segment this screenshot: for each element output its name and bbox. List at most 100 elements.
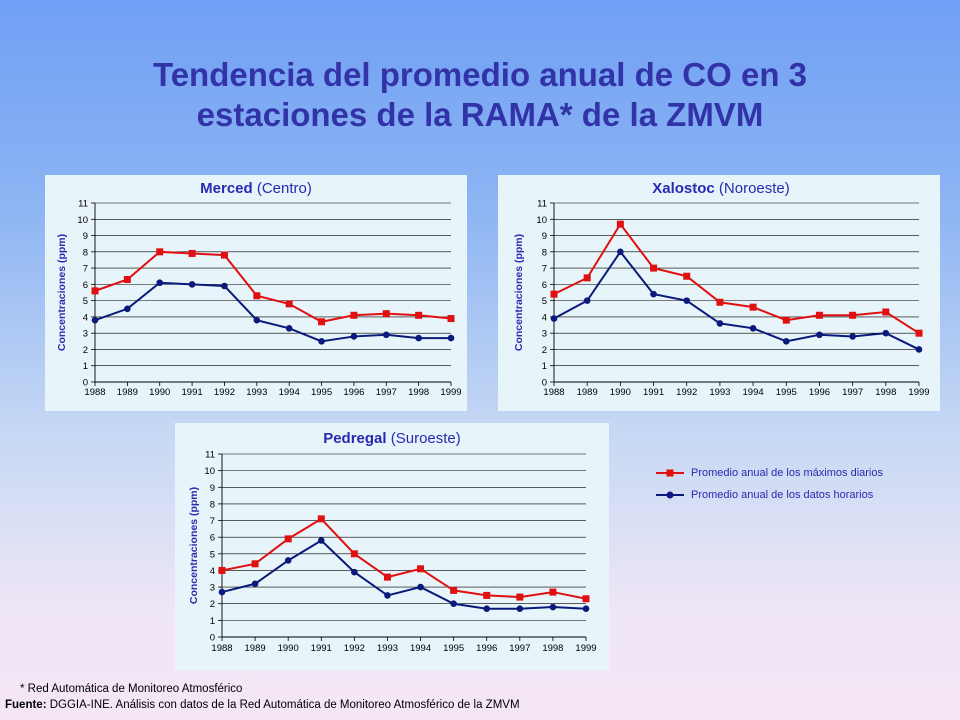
x-tick-label: 1992 [676,387,697,398]
x-tick-label: 1997 [842,387,863,398]
legend-label-avg: Promedio anual de los datos horarios [691,489,874,501]
data-point-avg [384,592,391,599]
footnote: * Red Automática de Monitoreo Atmosféric… [20,683,243,695]
data-point-avg [417,583,424,591]
data-point-avg [218,588,226,596]
y-tick-label: 11 [537,199,547,210]
y-tick-label: 0 [83,378,88,389]
y-tick-label: 7 [210,516,215,527]
x-tick-label: 1998 [408,387,429,398]
data-point-avg [251,580,259,588]
legend-item-avg: Promedio anual de los datos horarios [655,484,915,506]
y-tick-label: 11 [205,450,215,461]
x-tick-label: 1989 [245,643,266,654]
y-tick-label: 9 [210,483,215,494]
y-tick-label: 6 [542,280,547,291]
data-point-max [220,251,228,259]
y-tick-label: 1 [210,616,215,627]
chart-merced: Merced (Centro) 0 1 2 3 4 5 6 7 8 9 10 11 1988 1989 199… [56,180,462,398]
data-point-max [915,329,923,337]
data-point-max [285,300,293,308]
data-point-avg [550,315,558,322]
x-tick-label: 1990 [278,643,299,654]
chart-title-rest: (Noroeste) [715,180,790,197]
x-tick-label: 1997 [376,387,397,398]
data-point-avg [483,605,491,613]
y-tick-label: 5 [542,296,547,307]
chart-title-bold: Merced [200,180,253,197]
data-point-avg [516,605,524,613]
data-point-max [156,248,164,256]
series-line-max [221,517,587,600]
y-axis-label: Concentraciones (ppm) [188,487,200,604]
legend-swatch-max [656,469,684,477]
y-tick-label: 4 [83,312,88,323]
y-tick-label: 3 [210,583,215,594]
y-tick-label: 11 [78,199,88,210]
data-point-max [516,593,524,601]
series-line-max [94,250,452,323]
x-tick-label: 1988 [211,643,232,654]
slide-title: Tendencia del promedio anual de CO en 3 … [40,55,920,135]
data-point-avg [816,331,823,339]
x-tick-label: 1988 [84,387,105,398]
chart-title-rest: (Suroeste) [387,430,461,447]
data-point-avg [582,605,590,613]
data-point-avg [583,297,591,304]
x-tick-label: 1990 [610,387,631,398]
data-point-max [815,311,823,319]
y-tick-label: 10 [536,215,547,226]
x-tick-label: 1995 [443,643,464,654]
y-tick-label: 2 [210,599,215,610]
data-point-max [318,318,326,326]
x-tick-label: 1999 [575,643,596,654]
data-point-max [284,535,292,543]
y-tick-label: 8 [542,247,547,258]
x-tick-label: 1991 [643,387,664,398]
data-point-avg [318,338,325,345]
chart-title: Merced (Centro) [200,180,312,197]
series-line-max [553,222,920,335]
chart-title: Xalostoc (Noroeste) [652,180,790,197]
data-point-max [483,591,491,599]
x-tick-label: 1989 [577,387,598,398]
data-point-max [447,315,455,323]
y-tick-label: 7 [83,264,88,275]
data-point-avg [382,331,390,339]
y-tick-label: 9 [542,231,547,242]
data-point-max [683,272,691,280]
y-tick-label: 10 [77,215,88,226]
y-tick-label: 3 [83,329,88,340]
data-point-max [450,586,458,594]
data-point-max [317,515,325,523]
series-line-avg [94,281,451,343]
series-line-avg [221,539,587,610]
data-point-max [382,310,390,318]
chart-panel-merced: Merced (Centro) 0 1 2 3 4 5 6 7 8 9 10 11 1988 1989 199… [45,175,467,411]
data-point-avg [284,557,292,564]
x-tick-label: 1993 [709,387,730,398]
data-point-avg [350,333,358,340]
y-tick-label: 6 [83,280,88,291]
slide-title-line1: Tendencia del promedio anual de CO en 3 [152,56,808,93]
data-point-avg [124,305,131,313]
chart-panel-pedregal: Pedregal (Suroeste) 0 1 2 3 4 5 6 7 8 9 10 11 1988 198… [175,423,609,671]
data-point-max [350,550,358,558]
data-point-max [749,303,757,311]
x-tick-label: 1991 [311,643,332,654]
data-point-max [350,311,358,319]
series-line-avg [553,250,920,351]
data-point-max [251,560,259,568]
chart-legend: Promedio anual de los máximos diarios Pr… [655,462,915,506]
data-point-max [849,311,857,319]
y-tick-label: 4 [210,566,215,577]
chart-title: Pedregal (Suroeste) [323,430,461,447]
chart-title-bold: Pedregal [323,430,386,447]
y-tick-label: 5 [210,549,215,560]
data-point-avg [749,325,757,332]
y-tick-label: 9 [83,231,88,242]
y-axis-label: Concentraciones (ppm) [513,234,525,351]
chart-panel-xalostoc: Xalostoc (Noroeste) 0 1 2 3 4 5 6 7 8 9 10 11 1988 198… [498,175,940,411]
x-tick-label: 1996 [809,387,830,398]
data-point-avg [415,334,422,342]
